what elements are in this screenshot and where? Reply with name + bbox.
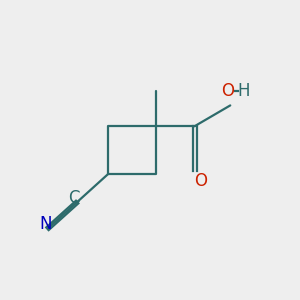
Text: N: N xyxy=(39,215,52,233)
Text: C: C xyxy=(68,189,80,207)
Text: O: O xyxy=(221,82,234,100)
Text: O: O xyxy=(195,172,208,190)
Text: H: H xyxy=(237,82,250,100)
